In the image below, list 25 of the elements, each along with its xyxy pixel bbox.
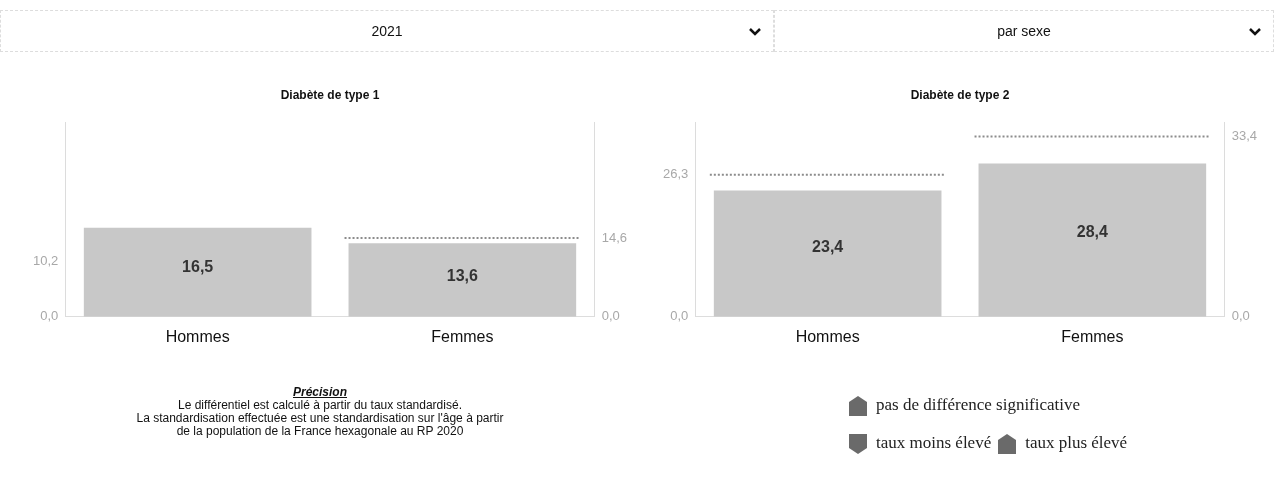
data-label: 16,5 — [182, 258, 214, 276]
x-tick-label: Femmes — [431, 327, 494, 345]
text: La standardisation effectuée est une standardisation sur l'âge à partir — [135, 411, 505, 425]
data-label: 28,4 — [1076, 222, 1109, 240]
y-tick-label: 10,2 — [32, 253, 59, 269]
x-tick-label: Hommes — [165, 327, 230, 345]
text: taux moins élevé — [876, 433, 992, 453]
chart-title: Diabète de type 2 — [910, 87, 1010, 102]
text: taux plus élevé — [1025, 433, 1128, 453]
y-tick-label: 26,3 — [662, 166, 689, 182]
chart-title: Diabète de type 1 — [280, 87, 380, 102]
text: Le différentiel est calculé à partir du taux standardisé. — [177, 398, 463, 412]
y2-tick-label: 33,4 — [1231, 128, 1258, 144]
text: de la population de la France hexagonale au RP 2020 — [175, 424, 465, 438]
data-label: 13,6 — [446, 266, 479, 284]
data-label: 23,4 — [812, 237, 844, 255]
x-tick-label: Femmes — [1061, 327, 1124, 345]
x-tick-label: Hommes — [795, 327, 860, 345]
y2-tick-label: 0,0 — [1231, 308, 1250, 324]
text: par sexe — [997, 23, 1051, 39]
text: 2021 — [371, 23, 403, 39]
y2-tick-label: 14,6 — [601, 229, 628, 245]
text: pas de différence significative — [876, 395, 1081, 414]
y2-tick-label: 0,0 — [601, 308, 620, 324]
text: Précision — [292, 385, 348, 399]
